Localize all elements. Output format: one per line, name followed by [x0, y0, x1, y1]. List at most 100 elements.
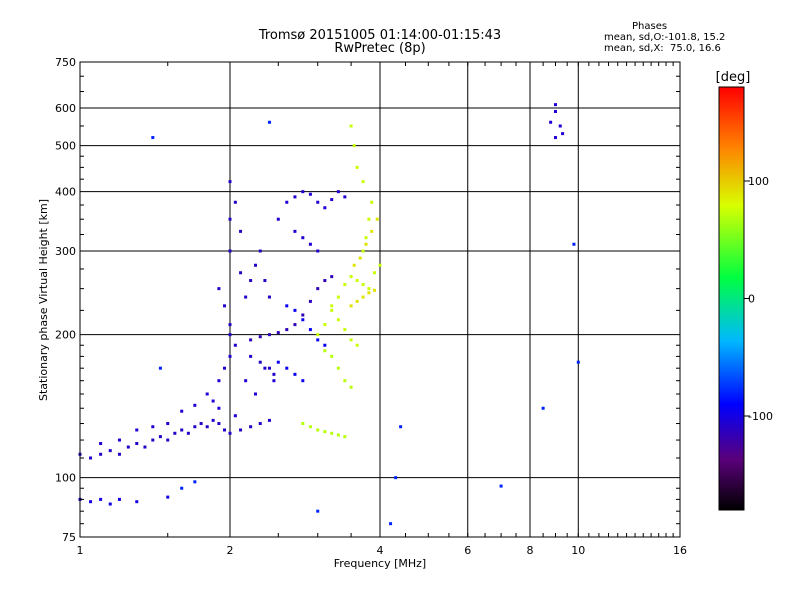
- data-point: [352, 263, 356, 267]
- data-point: [272, 379, 276, 383]
- data-point: [572, 242, 576, 246]
- data-point: [258, 360, 262, 364]
- phases-heading: Phases: [632, 21, 668, 32]
- x-tick-label: 4: [377, 544, 384, 557]
- data-point: [158, 435, 162, 439]
- data-point: [308, 192, 312, 196]
- data-point: [239, 271, 243, 275]
- data-point: [364, 236, 368, 240]
- data-point: [308, 425, 312, 429]
- data-point: [336, 190, 340, 194]
- data-point: [211, 418, 215, 422]
- data-point: [336, 318, 340, 322]
- chart-title: Tromsø 20151005 01:14:00-01:15:43: [258, 28, 502, 43]
- x-tick-label: 16: [673, 544, 687, 557]
- phases-o-stats: mean, sd,O:-101.8, 15.2: [604, 32, 726, 43]
- data-point: [267, 120, 271, 124]
- data-point: [316, 287, 320, 291]
- data-point: [373, 288, 377, 292]
- data-point: [276, 331, 280, 335]
- data-point: [349, 275, 353, 279]
- data-point: [361, 283, 365, 287]
- data-point: [180, 409, 184, 413]
- data-point: [323, 279, 327, 283]
- y-tick-label: 600: [55, 102, 76, 115]
- data-point: [126, 445, 130, 449]
- data-point: [233, 343, 237, 347]
- data-point: [263, 279, 267, 283]
- data-point: [249, 354, 253, 358]
- y-tick-label: 750: [55, 56, 76, 69]
- data-point: [553, 103, 557, 107]
- data-point: [355, 299, 359, 303]
- data-point: [158, 366, 162, 370]
- data-point: [316, 428, 320, 432]
- data-point: [135, 500, 139, 504]
- data-point: [355, 343, 359, 347]
- data-point: [349, 385, 353, 389]
- data-point: [367, 291, 371, 295]
- data-point: [308, 299, 312, 303]
- data-point: [99, 497, 103, 501]
- data-point: [258, 249, 262, 253]
- data-point: [228, 180, 232, 184]
- data-point: [293, 229, 297, 233]
- data-point: [308, 242, 312, 246]
- data-point: [399, 425, 403, 429]
- x-axis-label: Frequency [MHz]: [334, 557, 426, 570]
- data-point: [316, 200, 320, 204]
- data-point: [378, 263, 382, 267]
- y-tick-label: 300: [55, 245, 76, 258]
- data-point: [239, 428, 243, 432]
- data-point: [228, 249, 232, 253]
- data-point: [361, 295, 365, 299]
- data-point: [323, 430, 327, 434]
- colorbar-ticks: 100 0 -100: [744, 175, 773, 423]
- data-point: [249, 338, 253, 342]
- x-tick-label: 1: [77, 544, 84, 557]
- data-point: [135, 428, 139, 432]
- data-point: [323, 206, 327, 210]
- data-point: [258, 422, 262, 426]
- data-point: [355, 279, 359, 283]
- data-point: [330, 308, 334, 312]
- data-point: [394, 476, 398, 480]
- data-point: [89, 456, 93, 460]
- data-point: [233, 414, 237, 418]
- data-point: [361, 180, 365, 184]
- data-point: [151, 438, 155, 442]
- data-point: [199, 422, 203, 426]
- data-point: [301, 190, 305, 194]
- chart-subtitle: RwPretec (8p): [334, 41, 426, 56]
- colorbar-tick-label: 100: [748, 175, 769, 188]
- data-point: [355, 165, 359, 169]
- data-point: [370, 200, 374, 204]
- data-point: [361, 249, 365, 253]
- data-point: [553, 136, 557, 140]
- data-point: [367, 217, 371, 221]
- data-point: [244, 295, 248, 299]
- data-point: [108, 502, 112, 506]
- data-point: [499, 484, 503, 488]
- x-tick-label: 8: [527, 544, 534, 557]
- data-point: [301, 236, 305, 240]
- data-point: [364, 242, 368, 246]
- data-point: [301, 422, 305, 426]
- data-point: [228, 217, 232, 221]
- data-point: [285, 200, 289, 204]
- scatter-points: [78, 103, 580, 526]
- colorbar-tick-label: 0: [748, 293, 755, 306]
- data-point: [285, 366, 289, 370]
- data-point: [173, 431, 177, 435]
- data-point: [108, 449, 112, 453]
- data-point: [549, 120, 553, 124]
- data-point: [228, 431, 232, 435]
- data-point: [244, 379, 248, 383]
- data-point: [336, 295, 340, 299]
- data-point: [228, 354, 232, 358]
- data-point: [267, 295, 271, 299]
- y-tick-labels: 75 100 200 300 400 500 600 750: [55, 56, 76, 544]
- x-tick-label: 10: [571, 544, 585, 557]
- x-tick-label: 6: [464, 544, 471, 557]
- data-point: [343, 195, 347, 199]
